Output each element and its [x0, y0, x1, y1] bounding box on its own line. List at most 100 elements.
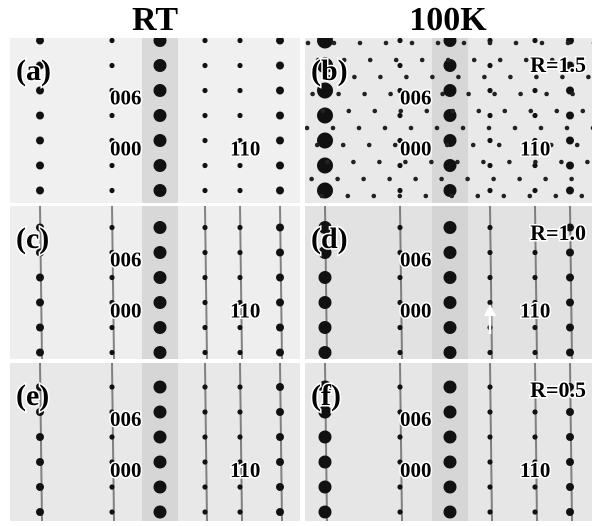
- ratio-label: R=0.5: [530, 377, 586, 402]
- diffraction-spot: [109, 509, 114, 514]
- diffraction-spot: [109, 163, 114, 168]
- superlattice-spot: [559, 160, 564, 165]
- diffraction-spot: [487, 409, 492, 414]
- superlattice-spot: [455, 160, 460, 165]
- superlattice-spot: [585, 160, 590, 165]
- diffraction-spot: [154, 159, 167, 172]
- diffraction-spot: [237, 38, 242, 43]
- diffraction-spot: [276, 224, 284, 232]
- superlattice-spot: [362, 92, 367, 97]
- diffraction-spot: [566, 324, 574, 332]
- diffraction-spot: [109, 113, 114, 118]
- superlattice-spot: [445, 143, 450, 148]
- diffraction-spot: [532, 88, 537, 93]
- diffraction-spot: [487, 459, 492, 464]
- diffraction-spot: [237, 409, 242, 414]
- diffraction-spot: [237, 113, 242, 118]
- superlattice-spot: [372, 194, 377, 199]
- diffraction-spot: [237, 188, 242, 193]
- superlattice-spot: [352, 75, 357, 80]
- diffraction-spot: [36, 483, 44, 491]
- diffraction-spot: [237, 325, 242, 330]
- diffraction-spot: [237, 163, 242, 168]
- diffraction-spot: [202, 63, 207, 68]
- superlattice-spot: [335, 177, 340, 182]
- diffraction-spot: [397, 325, 402, 330]
- diffraction-spot: [154, 381, 167, 394]
- superlattice-spot: [309, 177, 314, 182]
- superlattice-spot: [450, 194, 455, 199]
- diffraction-spot: [319, 481, 332, 494]
- superlattice-spot: [497, 143, 502, 148]
- diffraction-spot: [444, 221, 457, 234]
- diffraction-spot: [36, 349, 44, 357]
- superlattice-spot: [544, 92, 549, 97]
- diffraction-spot: [276, 62, 284, 70]
- superlattice-spot: [502, 194, 507, 199]
- superlattice-spot: [439, 177, 444, 182]
- superlattice-spot: [387, 177, 392, 182]
- diffraction-spot: [566, 483, 574, 491]
- diffraction-spot: [276, 187, 284, 195]
- diffraction-spot: [487, 250, 492, 255]
- diffraction-spot: [487, 88, 492, 93]
- diffraction-spot: [237, 484, 242, 489]
- diffraction-spot: [109, 384, 114, 389]
- diffraction-spot: [154, 59, 167, 72]
- diffraction-spot: [237, 225, 242, 230]
- diffraction-spot: [566, 408, 574, 416]
- diffraction-spot: [202, 409, 207, 414]
- superlattice-spot: [383, 126, 388, 131]
- superlattice-spot: [310, 92, 315, 97]
- diffraction-spot: [109, 188, 114, 193]
- diffraction-spot: [36, 137, 44, 145]
- diffraction-spot: [444, 346, 457, 359]
- index-label: 000: [400, 137, 432, 161]
- diffraction-spot: [397, 434, 402, 439]
- superlattice-spot: [539, 126, 544, 131]
- diffraction-spot: [487, 384, 492, 389]
- diffraction-spot: [237, 63, 242, 68]
- diffraction-spot: [276, 349, 284, 357]
- diffraction-spot: [276, 162, 284, 170]
- diffraction-spot: [276, 87, 284, 95]
- diffraction-spot: [109, 350, 114, 355]
- diffraction-spot: [487, 113, 492, 118]
- index-label: 000: [110, 137, 142, 161]
- diffraction-spot: [109, 275, 114, 280]
- panel: (e)006000110: [10, 363, 300, 521]
- diffraction-spot: [397, 163, 402, 168]
- panel-label: (f): [311, 379, 341, 412]
- index-label: 006: [110, 407, 142, 431]
- diffraction-spot: [487, 163, 492, 168]
- superlattice-spot: [384, 41, 389, 46]
- diffraction-spot: [36, 508, 44, 516]
- diffraction-spot: [566, 433, 574, 441]
- diffraction-spot: [36, 299, 44, 307]
- diffraction-spot: [487, 138, 492, 143]
- index-label: 110: [230, 137, 260, 161]
- diffraction-spot: [36, 458, 44, 466]
- diffraction-spot: [36, 187, 44, 195]
- diffraction-spot: [237, 88, 242, 93]
- diffraction-spot: [487, 63, 492, 68]
- superlattice-spot: [540, 41, 545, 46]
- diffraction-spot: [397, 188, 402, 193]
- index-label: 006: [110, 86, 142, 110]
- diffraction-spot: [444, 506, 457, 519]
- diffraction-spot: [397, 384, 402, 389]
- diffraction-spot: [154, 481, 167, 494]
- index-label: 110: [230, 299, 260, 323]
- diffraction-spot: [319, 431, 332, 444]
- diffraction-spot: [487, 350, 492, 355]
- superlattice-spot: [367, 143, 372, 148]
- ratio-label: R=1.0: [530, 220, 586, 245]
- diffraction-spot: [154, 134, 167, 147]
- diffraction-spot: [154, 84, 167, 97]
- superlattice-spot: [477, 109, 482, 114]
- diffraction-spot: [276, 408, 284, 416]
- diffraction-spot: [444, 271, 457, 284]
- diffraction-spot: [444, 381, 457, 394]
- diffraction-spot: [444, 246, 457, 259]
- superlattice-spot: [388, 92, 393, 97]
